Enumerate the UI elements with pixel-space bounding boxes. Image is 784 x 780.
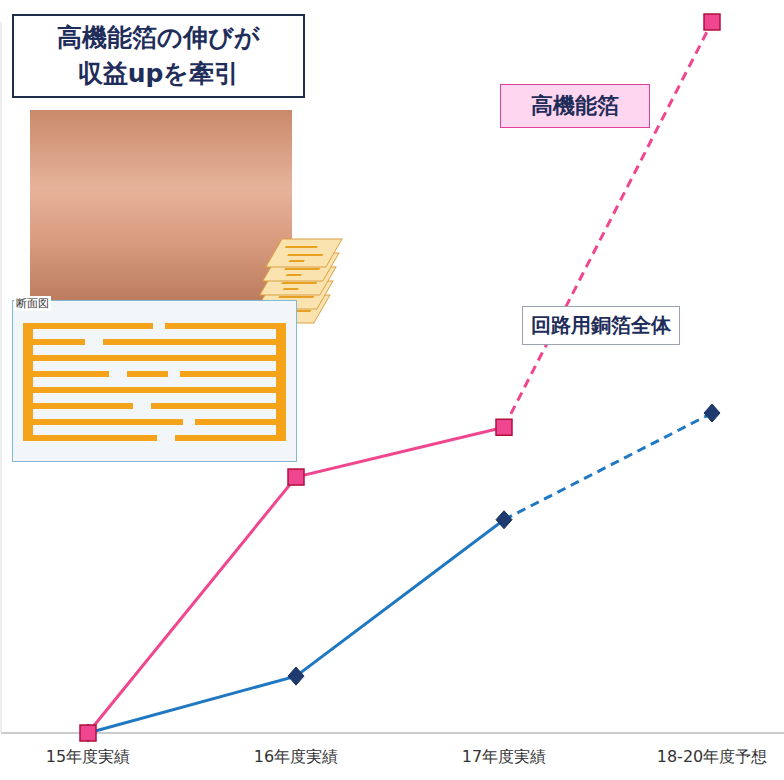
- svg-text:16年度実績: 16年度実績: [254, 747, 338, 766]
- html-text:断面図: 断面図: [16, 297, 49, 310]
- svg-text:17年度実績: 17年度実績: [462, 747, 546, 766]
- svg-text:15年度実績: 15年度実績: [46, 747, 130, 766]
- html-text:回路用銅箔全体: 回路用銅箔全体: [531, 313, 671, 337]
- html-text:高機能箔の伸びが 収益upを牽引: 高機能箔の伸びが 収益upを牽引: [57, 23, 260, 88]
- html-text:高機能箔: 高機能箔: [531, 93, 619, 118]
- svg-text:18-20年度予想: 18-20年度予想: [657, 747, 768, 766]
